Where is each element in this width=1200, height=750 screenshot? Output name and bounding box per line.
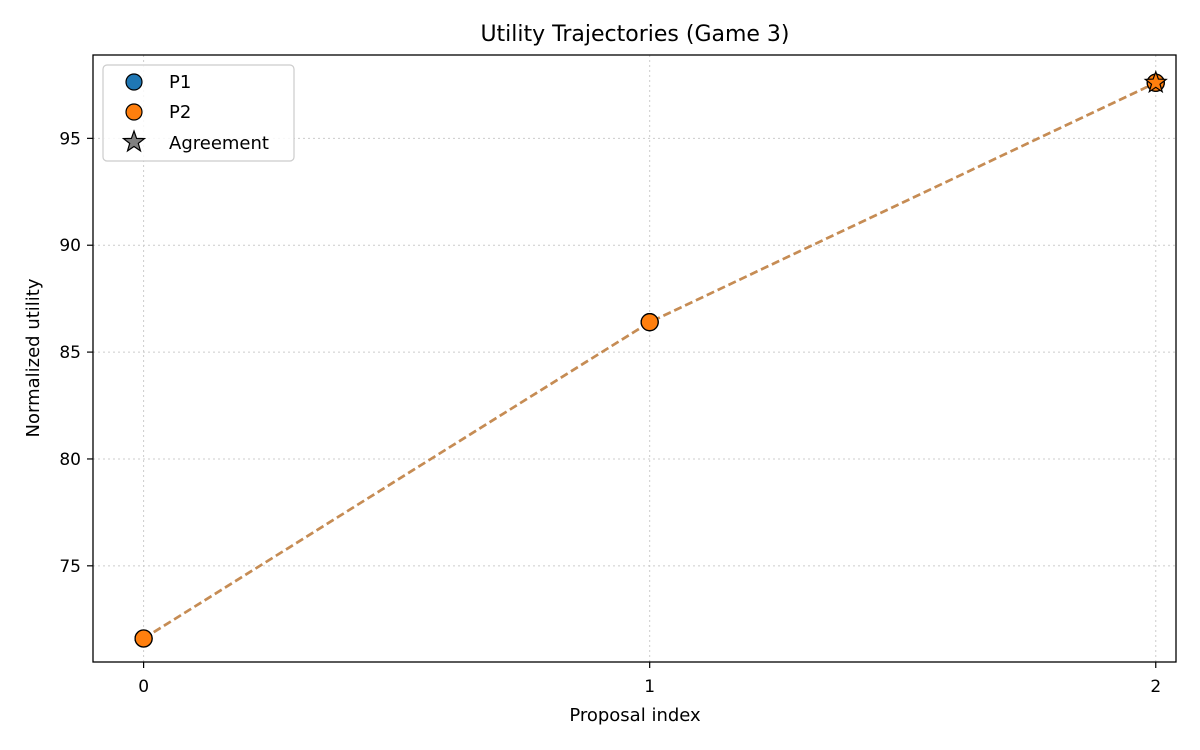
x-tick-label: 2 xyxy=(1150,677,1161,697)
x-axis-label: Proposal index xyxy=(569,705,701,726)
legend-agreement-label: Agreement xyxy=(169,133,269,154)
x-tick-label: 0 xyxy=(138,677,149,697)
y-axis-ticks: 75 80 85 90 95 xyxy=(59,129,93,577)
series-line-p2 xyxy=(142,81,1157,640)
agreement-star-marker xyxy=(1143,70,1168,94)
data-point-p2 xyxy=(134,629,153,648)
y-tick-label: 95 xyxy=(59,129,81,149)
plot-frame xyxy=(92,54,1177,663)
data-point-p2 xyxy=(640,313,659,332)
legend-agreement-star-icon xyxy=(121,129,147,153)
legend-p2-label: P2 xyxy=(169,102,191,123)
legend-p1-label: P1 xyxy=(169,72,191,93)
legend-p1-marker xyxy=(125,73,143,91)
y-tick-label: 90 xyxy=(59,236,81,256)
y-tick-label: 80 xyxy=(59,450,81,470)
legend-box xyxy=(102,64,295,162)
legend: P1 P2 Agreement xyxy=(102,64,295,162)
y-axis-label: Normalized utility xyxy=(23,278,44,437)
series-lines xyxy=(142,81,1157,640)
data-markers xyxy=(134,70,1168,648)
x-tick-label: 1 xyxy=(644,677,655,697)
x-axis-ticks: 0 1 2 xyxy=(138,662,1161,697)
chart-title: Utility Trajectories (Game 3) xyxy=(480,22,789,47)
y-tick-label: 75 xyxy=(59,557,81,577)
y-tick-label: 85 xyxy=(59,343,81,363)
legend-p2-marker xyxy=(125,103,143,121)
